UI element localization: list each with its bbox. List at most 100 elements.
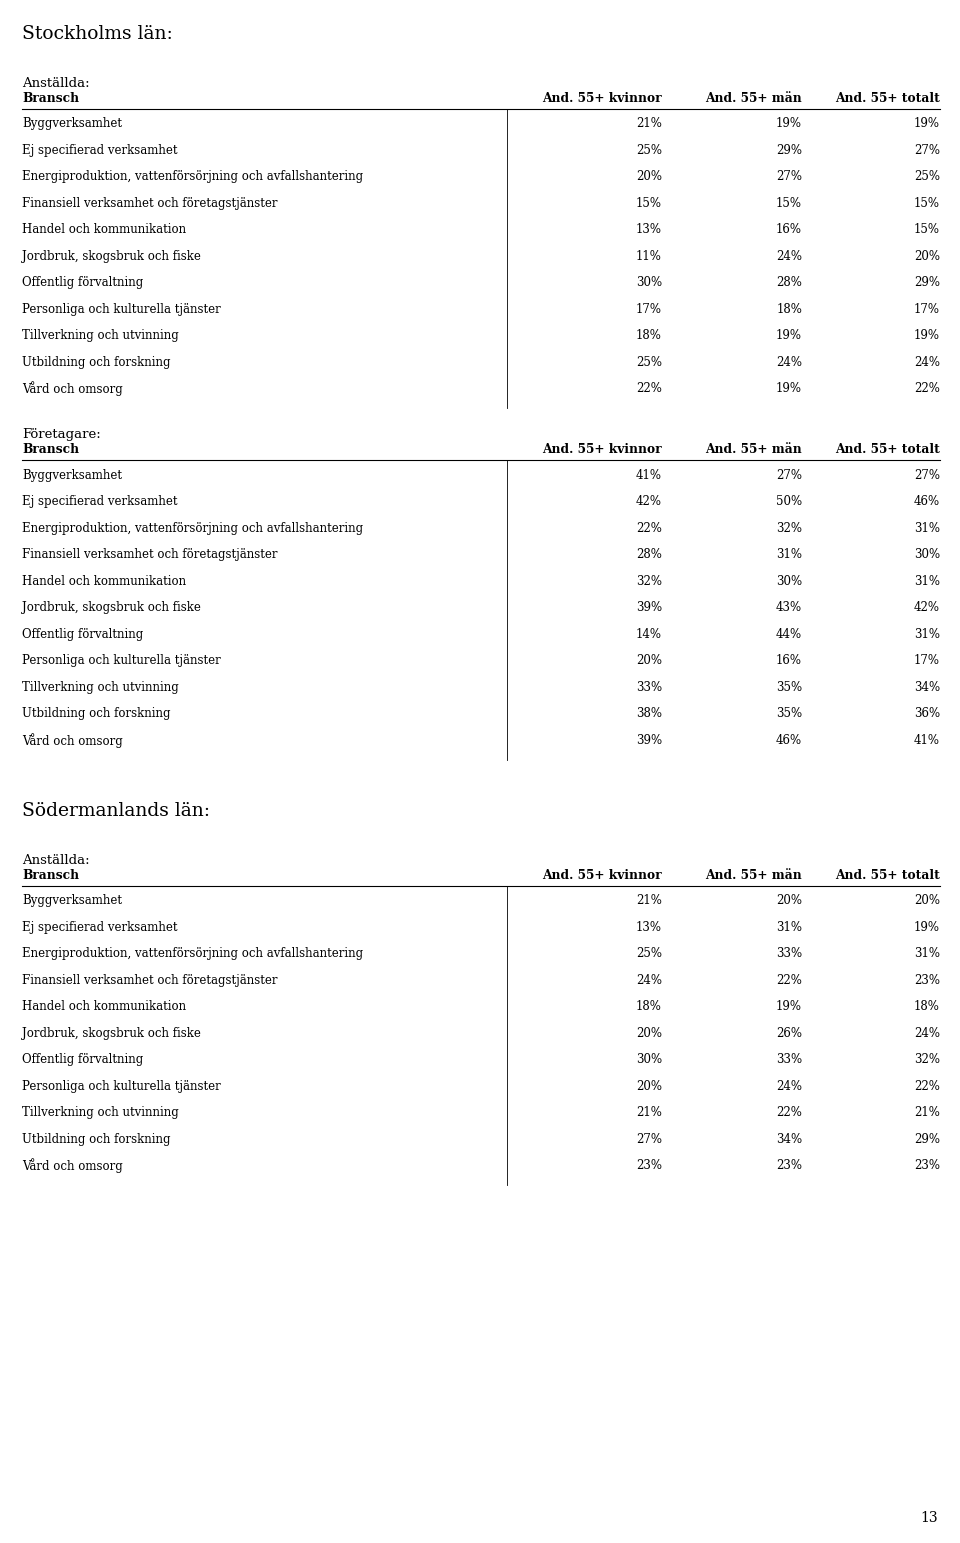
Text: 20%: 20% (636, 1026, 662, 1040)
Text: 23%: 23% (914, 1159, 940, 1173)
Text: 42%: 42% (914, 602, 940, 614)
Text: 33%: 33% (776, 1052, 802, 1066)
Text: 17%: 17% (914, 654, 940, 667)
Text: 20%: 20% (636, 170, 662, 184)
Text: 22%: 22% (776, 974, 802, 986)
Text: 42%: 42% (636, 495, 662, 508)
Text: Anställda:: Anställda: (22, 853, 89, 867)
Text: 25%: 25% (636, 947, 662, 960)
Text: 18%: 18% (914, 1000, 940, 1014)
Text: Vård och omsorg: Vård och omsorg (22, 1159, 123, 1173)
Text: 19%: 19% (914, 117, 940, 130)
Text: 32%: 32% (914, 1052, 940, 1066)
Text: 34%: 34% (776, 1133, 802, 1145)
Text: 19%: 19% (776, 1000, 802, 1014)
Text: Finansiell verksamhet och företagstjänster: Finansiell verksamhet och företagstjänst… (22, 974, 277, 986)
Text: 27%: 27% (636, 1133, 662, 1145)
Text: 18%: 18% (776, 302, 802, 316)
Text: 32%: 32% (636, 574, 662, 588)
Text: Offentlig förvaltning: Offentlig förvaltning (22, 1052, 143, 1066)
Text: 24%: 24% (636, 974, 662, 986)
Text: And. 55+ totalt: And. 55+ totalt (835, 93, 940, 105)
Text: Ej specifierad verksamhet: Ej specifierad verksamhet (22, 143, 178, 156)
Text: 11%: 11% (636, 250, 662, 262)
Text: 23%: 23% (636, 1159, 662, 1173)
Text: Handel och kommunikation: Handel och kommunikation (22, 574, 186, 588)
Text: 19%: 19% (776, 117, 802, 130)
Text: 30%: 30% (914, 548, 940, 562)
Text: 33%: 33% (636, 680, 662, 693)
Text: 22%: 22% (776, 1106, 802, 1119)
Text: 36%: 36% (914, 707, 940, 721)
Text: Tillverkning och utvinning: Tillverkning och utvinning (22, 329, 179, 343)
Text: Finansiell verksamhet och företagstjänster: Finansiell verksamhet och företagstjänst… (22, 548, 277, 562)
Text: Bransch: Bransch (22, 443, 79, 457)
Text: 21%: 21% (914, 1106, 940, 1119)
Text: 16%: 16% (776, 654, 802, 667)
Text: Energiproduktion, vattenförsörjning och avfallshantering: Energiproduktion, vattenförsörjning och … (22, 947, 363, 960)
Text: 23%: 23% (776, 1159, 802, 1173)
Text: Byggverksamhet: Byggverksamhet (22, 117, 122, 130)
Text: 39%: 39% (636, 733, 662, 747)
Text: Personliga och kulturella tjänster: Personliga och kulturella tjänster (22, 1080, 221, 1092)
Text: 21%: 21% (636, 1106, 662, 1119)
Text: Utbildning och forskning: Utbildning och forskning (22, 707, 171, 721)
Text: Energiproduktion, vattenförsörjning och avfallshantering: Energiproduktion, vattenförsörjning och … (22, 170, 363, 184)
Text: 31%: 31% (914, 947, 940, 960)
Text: Vård och omsorg: Vård och omsorg (22, 381, 123, 397)
Text: 21%: 21% (636, 117, 662, 130)
Text: Jordbruk, skogsbruk och fiske: Jordbruk, skogsbruk och fiske (22, 1026, 201, 1040)
Text: 22%: 22% (914, 1080, 940, 1092)
Text: 41%: 41% (636, 469, 662, 481)
Text: 24%: 24% (914, 355, 940, 369)
Text: 29%: 29% (914, 276, 940, 289)
Text: 27%: 27% (776, 170, 802, 184)
Text: Energiproduktion, vattenförsörjning och avfallshantering: Energiproduktion, vattenförsörjning och … (22, 522, 363, 534)
Text: 29%: 29% (776, 143, 802, 156)
Text: 19%: 19% (776, 383, 802, 395)
Text: Vård och omsorg: Vård och omsorg (22, 733, 123, 747)
Text: 14%: 14% (636, 628, 662, 640)
Text: 17%: 17% (914, 302, 940, 316)
Text: 24%: 24% (914, 1026, 940, 1040)
Text: 26%: 26% (776, 1026, 802, 1040)
Text: 27%: 27% (914, 469, 940, 481)
Text: 19%: 19% (776, 329, 802, 343)
Text: And. 55+ totalt: And. 55+ totalt (835, 443, 940, 457)
Text: 30%: 30% (636, 276, 662, 289)
Text: 15%: 15% (914, 224, 940, 236)
Text: 13: 13 (921, 1511, 938, 1524)
Text: Personliga och kulturella tjänster: Personliga och kulturella tjänster (22, 302, 221, 316)
Text: 18%: 18% (636, 329, 662, 343)
Text: Anställda:: Anställda: (22, 77, 89, 89)
Text: 13%: 13% (636, 921, 662, 934)
Text: 20%: 20% (914, 250, 940, 262)
Text: Offentlig förvaltning: Offentlig förvaltning (22, 276, 143, 289)
Text: Stockholms län:: Stockholms län: (22, 25, 173, 43)
Text: Ej specifierad verksamhet: Ej specifierad verksamhet (22, 921, 178, 934)
Text: 33%: 33% (776, 947, 802, 960)
Text: Byggverksamhet: Byggverksamhet (22, 469, 122, 481)
Text: 15%: 15% (636, 196, 662, 210)
Text: 20%: 20% (776, 893, 802, 907)
Text: 31%: 31% (776, 548, 802, 562)
Text: 23%: 23% (914, 974, 940, 986)
Text: Personliga och kulturella tjänster: Personliga och kulturella tjänster (22, 654, 221, 667)
Text: Utbildning och forskning: Utbildning och forskning (22, 355, 171, 369)
Text: And. 55+ män: And. 55+ män (706, 869, 802, 883)
Text: 15%: 15% (914, 196, 940, 210)
Text: 28%: 28% (776, 276, 802, 289)
Text: 32%: 32% (776, 522, 802, 534)
Text: 31%: 31% (914, 574, 940, 588)
Text: 46%: 46% (914, 495, 940, 508)
Text: 31%: 31% (776, 921, 802, 934)
Text: 20%: 20% (914, 893, 940, 907)
Text: 27%: 27% (914, 143, 940, 156)
Text: Ej specifierad verksamhet: Ej specifierad verksamhet (22, 495, 178, 508)
Text: 17%: 17% (636, 302, 662, 316)
Text: Tillverkning och utvinning: Tillverkning och utvinning (22, 1106, 179, 1119)
Text: 39%: 39% (636, 602, 662, 614)
Text: Jordbruk, skogsbruk och fiske: Jordbruk, skogsbruk och fiske (22, 250, 201, 262)
Text: 41%: 41% (914, 733, 940, 747)
Text: 30%: 30% (636, 1052, 662, 1066)
